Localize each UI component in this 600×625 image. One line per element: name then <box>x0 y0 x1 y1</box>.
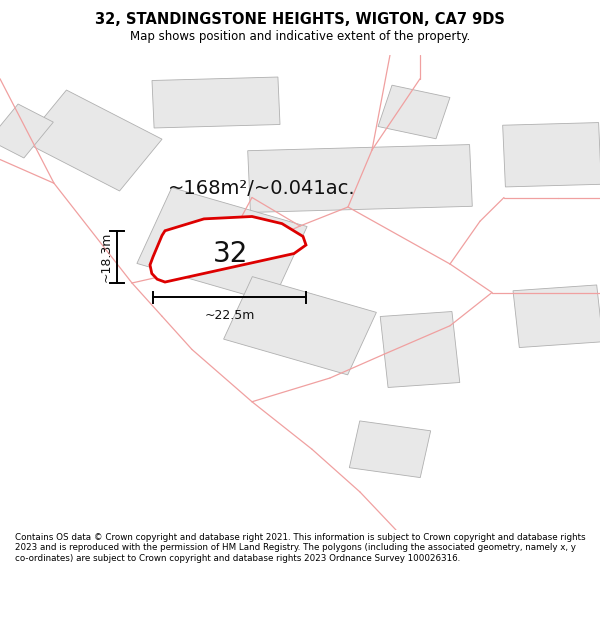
Polygon shape <box>513 285 600 348</box>
Polygon shape <box>349 421 431 478</box>
Text: 32, STANDINGSTONE HEIGHTS, WIGTON, CA7 9DS: 32, STANDINGSTONE HEIGHTS, WIGTON, CA7 9… <box>95 12 505 27</box>
Polygon shape <box>378 85 450 139</box>
Polygon shape <box>152 77 280 128</box>
Text: Contains OS data © Crown copyright and database right 2021. This information is : Contains OS data © Crown copyright and d… <box>15 533 586 562</box>
Polygon shape <box>248 144 472 212</box>
Text: 32: 32 <box>214 241 248 269</box>
Polygon shape <box>503 122 600 187</box>
Polygon shape <box>150 216 306 282</box>
Polygon shape <box>24 90 162 191</box>
Polygon shape <box>0 104 53 158</box>
Polygon shape <box>137 188 307 302</box>
Polygon shape <box>380 311 460 388</box>
Text: ~18.3m: ~18.3m <box>100 232 113 282</box>
Polygon shape <box>224 277 376 375</box>
Text: ~168m²/~0.041ac.: ~168m²/~0.041ac. <box>168 179 356 198</box>
Text: ~22.5m: ~22.5m <box>205 309 254 322</box>
Text: Map shows position and indicative extent of the property.: Map shows position and indicative extent… <box>130 30 470 43</box>
